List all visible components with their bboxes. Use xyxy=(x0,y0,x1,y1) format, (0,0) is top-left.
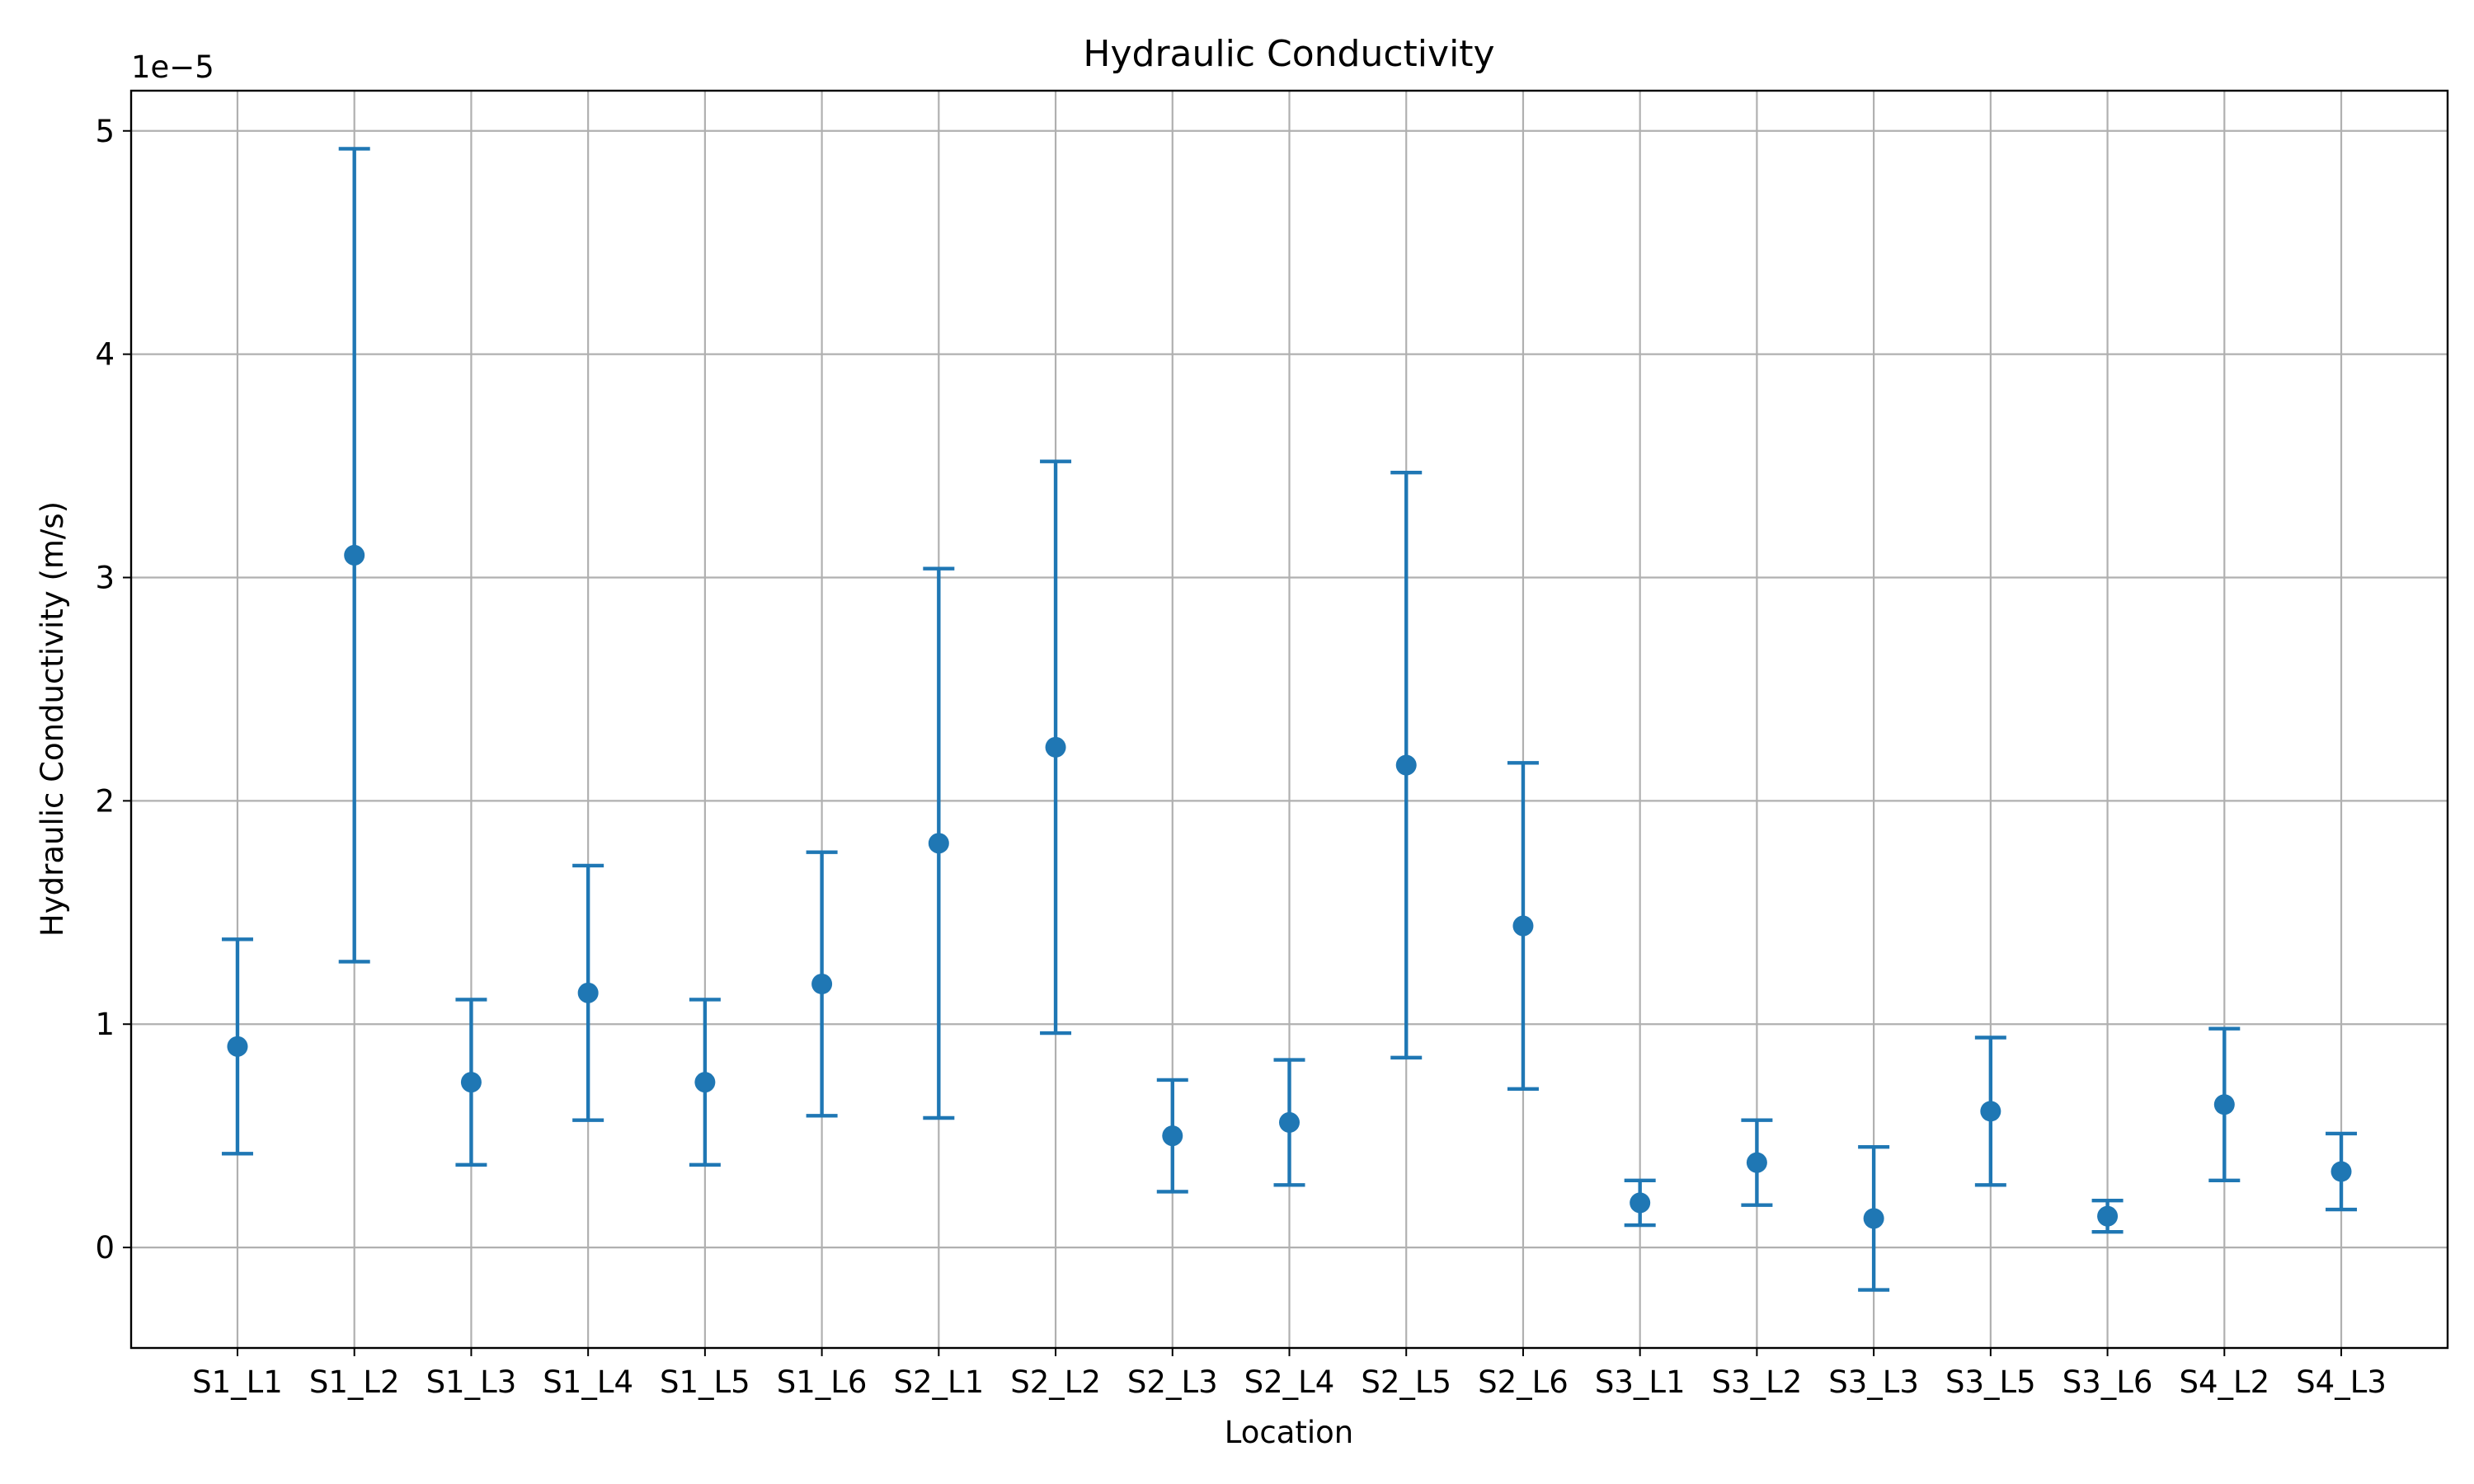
x-axis-label: Location xyxy=(1225,1415,1354,1450)
x-tick-label: S4_L3 xyxy=(2296,1364,2387,1400)
y-tick-label: 5 xyxy=(95,114,115,149)
x-tick-label: S1_L2 xyxy=(309,1364,400,1400)
x-tick-label: S1_L4 xyxy=(543,1364,633,1400)
data-point xyxy=(577,982,599,1003)
x-tick-label: S3_L3 xyxy=(1828,1364,1919,1400)
x-tick-label: S1_L1 xyxy=(192,1364,283,1400)
data-point xyxy=(1395,754,1417,776)
data-point xyxy=(1980,1101,2001,1122)
x-tick-label: S2_L4 xyxy=(1244,1364,1335,1400)
data-point xyxy=(2097,1205,2119,1227)
data-point xyxy=(928,833,949,854)
x-tick-label: S3_L5 xyxy=(1945,1364,2036,1400)
y-axis-label: Hydraulic Conductivity (m/s) xyxy=(35,501,70,937)
data-point xyxy=(460,1072,482,1093)
data-point xyxy=(1630,1192,1651,1214)
y-tick-layer: 0 1 2 3 4 5 xyxy=(95,114,131,1266)
y-tick-label: 0 xyxy=(95,1230,115,1266)
x-tick-label: S4_L2 xyxy=(2179,1364,2269,1400)
data-point xyxy=(344,544,365,566)
x-tick-label: S2_L6 xyxy=(1478,1364,1569,1400)
y-tick-label: 1 xyxy=(95,1007,115,1042)
chart-title: Hydraulic Conductivity xyxy=(1083,33,1494,75)
y-tick-label: 4 xyxy=(95,337,115,373)
data-point xyxy=(2213,1094,2235,1115)
data-point xyxy=(227,1036,248,1057)
data-point xyxy=(811,973,833,994)
x-tick-label: S3_L2 xyxy=(1712,1364,1803,1400)
x-tick-label: S2_L3 xyxy=(1127,1364,1218,1400)
x-tick-label: S3_L6 xyxy=(2062,1364,2153,1400)
x-tick-label: S2_L2 xyxy=(1010,1364,1101,1400)
x-tick-label: S1_L5 xyxy=(660,1364,750,1400)
x-tick-layer: S1_L1 S1_L2 S1_L3 S1_L4 S1_L5 S1_L6 S2_L1 S2_L2… xyxy=(192,1348,2387,1400)
data-point xyxy=(1279,1111,1300,1133)
data-point xyxy=(1512,915,1534,937)
data-point xyxy=(694,1072,716,1093)
x-tick-label: S2_L1 xyxy=(893,1364,984,1400)
data-point xyxy=(1045,736,1066,758)
x-tick-label: S1_L3 xyxy=(426,1364,517,1400)
x-tick-label: S2_L5 xyxy=(1361,1364,1451,1400)
data-point xyxy=(1746,1152,1767,1173)
y-offset-label: 1e−5 xyxy=(131,49,214,85)
y-tick-label: 2 xyxy=(95,783,115,819)
data-layer xyxy=(221,147,2358,1292)
data-point xyxy=(1863,1208,1884,1229)
data-point xyxy=(1162,1125,1183,1147)
x-tick-label: S1_L6 xyxy=(777,1364,868,1400)
data-point xyxy=(2331,1161,2352,1182)
y-tick-label: 3 xyxy=(95,560,115,595)
x-tick-label: S3_L1 xyxy=(1595,1364,1686,1400)
